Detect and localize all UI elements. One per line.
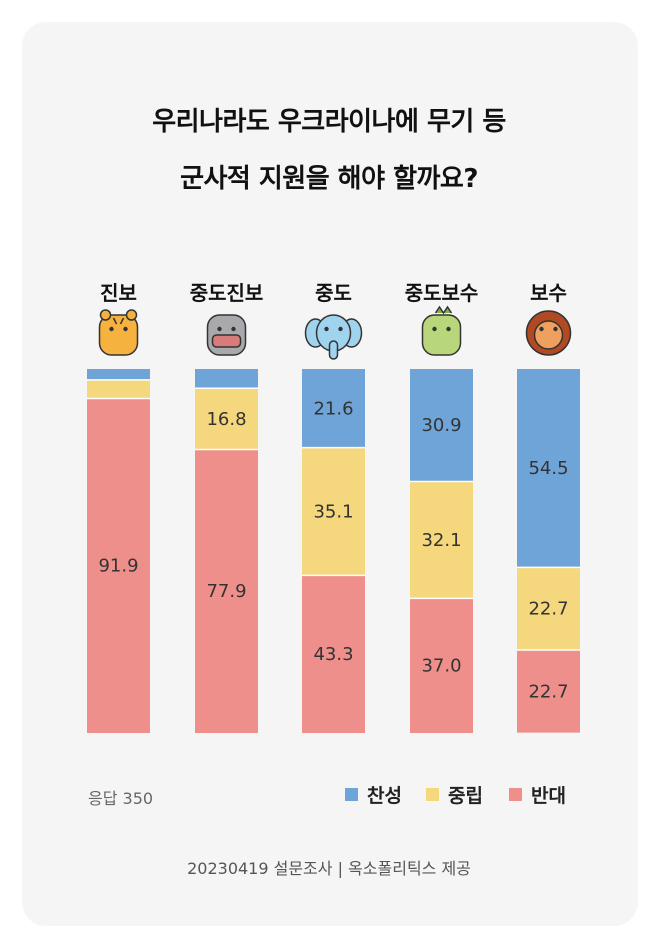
data-label: 54.5: [528, 458, 568, 479]
chart-title-line-1: 우리나라도 우크라이나에 무기 등: [152, 107, 506, 137]
legend-swatch-neutral: [426, 788, 439, 801]
tiger-icon: [98, 309, 139, 356]
bar-segment-neutral: [302, 447, 365, 576]
bar-segment-oppose: [87, 398, 150, 733]
legend-item-oppose: 반대: [509, 781, 566, 808]
bar-segment-oppose: [410, 598, 473, 733]
category-label: 진보: [100, 281, 137, 305]
data-label: 22.7: [528, 599, 568, 620]
data-label: 43.3: [313, 644, 353, 665]
legend-swatch-oppose: [509, 788, 522, 801]
data-label: 30.9: [421, 415, 461, 436]
elephant-icon: [304, 314, 363, 360]
data-label: 37.0: [421, 656, 461, 677]
legend-item-neutral: 중립: [426, 781, 483, 808]
bar-segment-favor: [195, 369, 258, 389]
bar-segment-favor: [517, 369, 580, 568]
legend-swatch-favor: [345, 788, 358, 801]
legend-label-oppose: 반대: [531, 785, 566, 807]
bar-segment-oppose: [195, 449, 258, 733]
bar-segment-neutral: [517, 567, 580, 651]
bar-segment-neutral: [195, 388, 258, 450]
data-label: 32.1: [421, 530, 461, 551]
chart-title-line-2: 군사적 지원을 해야 할까요?: [180, 164, 478, 194]
response-count: 응답 350: [88, 789, 154, 808]
data-label: 77.9: [206, 581, 246, 602]
legend-label-neutral: 중립: [448, 785, 483, 807]
bar-segment-favor: [302, 369, 365, 448]
dinosaur-icon: [421, 305, 462, 356]
bar-segment-neutral: [87, 379, 150, 399]
category-label: 중도진보: [190, 281, 264, 305]
category-label: 중도보수: [405, 281, 479, 305]
data-label: 16.8: [206, 409, 246, 430]
category-label: 보수: [530, 281, 567, 305]
data-label: 35.1: [313, 502, 353, 523]
bar-segment-favor: [87, 369, 150, 380]
bar-segment-neutral: [410, 481, 473, 599]
hippo-icon: [206, 314, 247, 356]
data-label: 91.9: [98, 556, 138, 577]
bar-segment-favor: [410, 369, 473, 482]
legend-label-favor: 찬성: [367, 785, 402, 807]
data-label: 21.6: [313, 398, 353, 419]
legend-item-favor: 찬성: [345, 781, 402, 808]
lion-icon: [525, 310, 572, 356]
bar-segment-oppose: [302, 575, 365, 733]
bar-segment-oppose: [517, 650, 580, 733]
stacked-bar-chart: 진보 91.9 중도진보 16.8 77.9 중도 21.6 35.1 43.3 중도보수 30.9…: [87, 281, 580, 733]
source-credit: 20230419 설문조사 | 옥소폴리틱스 제공: [187, 859, 471, 878]
category-label: 중도: [315, 281, 352, 305]
data-label: 22.7: [528, 681, 568, 702]
